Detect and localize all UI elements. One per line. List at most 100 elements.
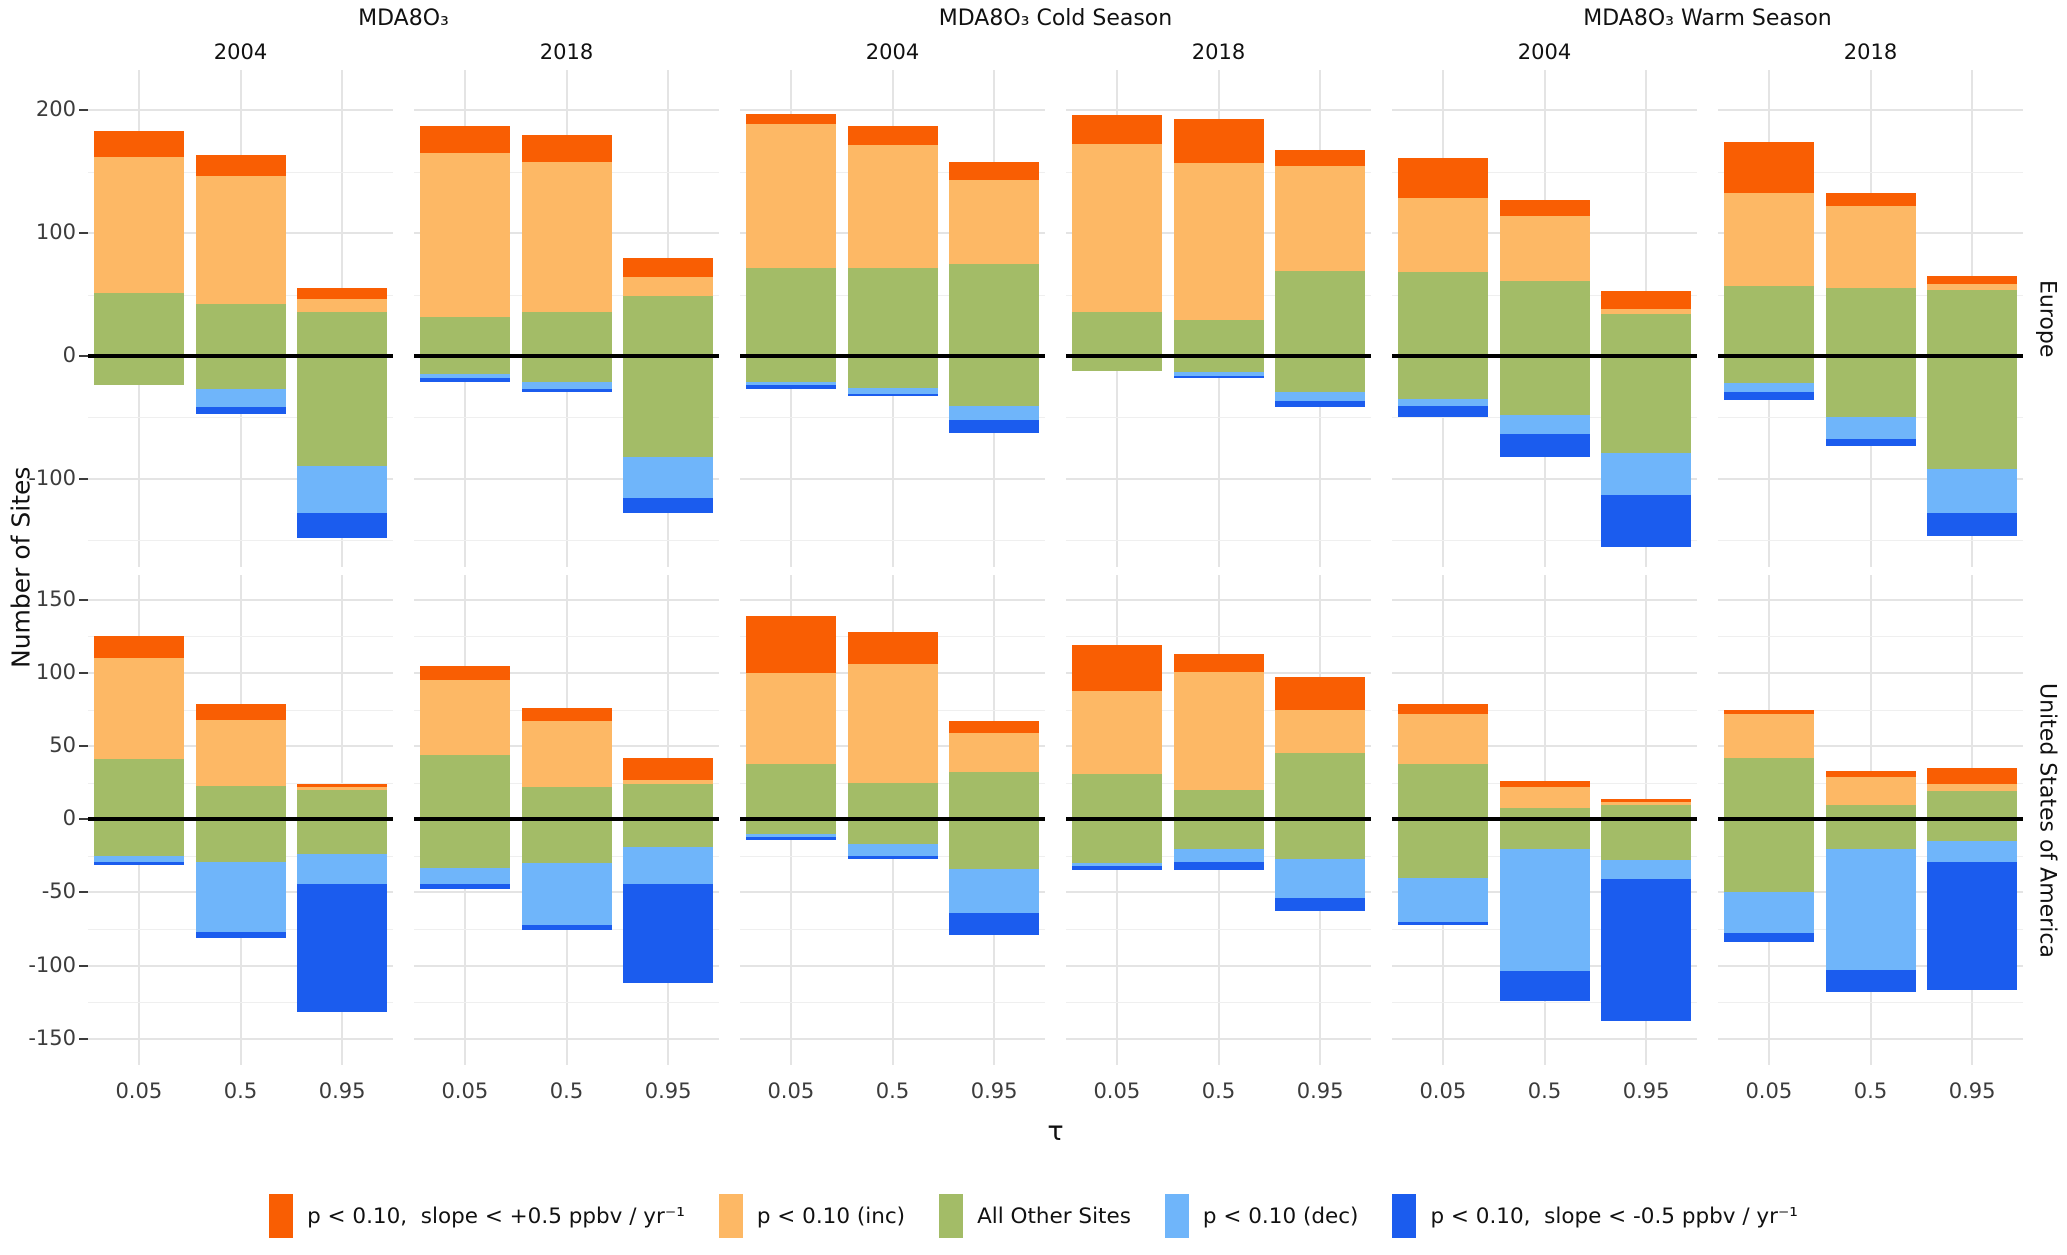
segment-strong-dec (419, 378, 510, 382)
segment-dec (847, 844, 938, 856)
major-gridline (88, 672, 393, 674)
segment-dec (623, 456, 714, 499)
segment-strong-dec (1173, 375, 1264, 379)
segment-all-other-sites (949, 263, 1040, 407)
x-tick-label: 0.05 (1419, 1079, 1467, 1103)
segment-strong-dec (1601, 494, 1692, 548)
bar-tau-0.95 (949, 575, 1040, 1065)
y-tick-label: 150 (35, 586, 76, 611)
major-gridline (740, 891, 1045, 894)
legend-label-strong_dec: p < 0.10, slope < -0.5 ppbv / yr⁻¹ (1430, 1203, 1798, 1229)
segment-inc (297, 299, 388, 312)
x-tick-label: 0.95 (970, 1079, 1018, 1103)
major-gridline (88, 109, 393, 112)
segment-inc (623, 277, 714, 296)
segment-dec (195, 861, 286, 932)
segment-inc (1397, 713, 1488, 764)
major-gridline (1066, 477, 1371, 480)
segment-inc (745, 123, 836, 268)
bar-tau-0.5 (521, 70, 612, 567)
segment-all-other-sites (1601, 314, 1692, 453)
panel-united-states-of-america-2 (740, 575, 1045, 1065)
facet-group-title-warm-season: MDA8O₃ Warm Season (1583, 6, 1832, 31)
x-tick-label: 0.95 (644, 1079, 692, 1103)
segment-strong-inc (847, 632, 938, 665)
segment-strong-inc (1397, 158, 1488, 198)
segment-all-other-sites (93, 759, 184, 856)
segment-dec (1927, 468, 2018, 513)
segment-strong-inc (1275, 677, 1366, 710)
segment-strong-dec (847, 855, 938, 859)
bar-tau-0.05 (1397, 70, 1488, 567)
x-tick-label: 0.95 (1622, 1079, 1670, 1103)
bar-tau-0.5 (847, 70, 938, 567)
minor-gridline (740, 540, 1045, 541)
segment-strong-inc (419, 665, 510, 681)
segment-inc (1071, 690, 1162, 774)
segment-strong-inc (623, 257, 714, 278)
segment-strong-inc (1499, 200, 1590, 217)
bar-tau-0.05 (93, 70, 184, 567)
major-gridline (414, 1037, 719, 1040)
x-axis-title: τ (1047, 1116, 1064, 1147)
panel-united-states-of-america-1 (414, 575, 719, 1065)
segment-dec (847, 387, 938, 394)
segment-all-other-sites (1927, 791, 2018, 842)
y-tick-label: 0 (62, 806, 76, 831)
minor-gridline (1066, 417, 1371, 419)
segment-strong-dec (949, 912, 1040, 935)
bar-tau-0.5 (195, 70, 286, 567)
segment-dec (1601, 452, 1692, 495)
zero-line (1718, 353, 2023, 358)
segment-inc (1499, 787, 1590, 808)
major-gridline (88, 1037, 393, 1040)
segment-dec (1173, 371, 1264, 376)
segment-all-other-sites (1275, 271, 1366, 392)
major-gridline (740, 1037, 1045, 1040)
segment-all-other-sites (521, 787, 612, 864)
segment-all-other-sites (1723, 285, 1814, 383)
major-gridline (88, 598, 393, 601)
minor-gridline (88, 417, 393, 419)
segment-strong-inc (297, 288, 388, 300)
y-tick-mark (79, 672, 88, 674)
x-tick-label: 0.95 (1948, 1079, 1996, 1103)
minor-gridline (88, 1002, 393, 1004)
legend: p < 0.10, slope < +0.5 ppbv / yr⁻¹ p < 0.… (0, 1184, 2067, 1248)
segment-inc (1173, 163, 1264, 321)
bar-tau-0.95 (1275, 575, 1366, 1065)
segment-strong-inc (195, 703, 286, 720)
segment-dec (949, 869, 1040, 913)
segment-inc (745, 673, 836, 764)
segment-strong-dec (1927, 861, 2018, 991)
segment-strong-dec (195, 931, 286, 938)
major-gridline (1718, 477, 2023, 480)
x-tick-label: 0.5 (1201, 1079, 1236, 1103)
segment-strong-inc (1601, 290, 1692, 310)
major-gridline (414, 109, 719, 112)
segment-strong-dec (297, 513, 388, 538)
segment-all-other-sites (1397, 272, 1488, 399)
minor-gridline (1066, 540, 1371, 541)
segment-strong-dec (1499, 434, 1590, 457)
segment-strong-dec (745, 836, 836, 840)
segment-inc (847, 664, 938, 783)
bar-tau-0.5 (1825, 575, 1916, 1065)
minor-gridline (740, 1002, 1045, 1004)
panel-europe-2 (740, 70, 1045, 567)
segment-inc (1601, 309, 1692, 315)
zero-line (1066, 353, 1371, 358)
major-gridline (88, 964, 393, 967)
minor-gridline (88, 540, 393, 541)
segment-strong-dec (1723, 391, 1814, 401)
segment-strong-dec (1071, 866, 1162, 871)
segment-strong-dec (1723, 933, 1814, 943)
segment-all-other-sites (93, 293, 184, 386)
segment-inc (93, 658, 184, 760)
panel-europe-3 (1066, 70, 1371, 567)
segment-inc (195, 719, 286, 786)
minor-gridline (414, 636, 719, 638)
legend-swatch-strong_dec (1392, 1194, 1417, 1238)
segment-all-other-sites (1825, 288, 1916, 418)
panel-united-states-of-america-3 (1066, 575, 1371, 1065)
